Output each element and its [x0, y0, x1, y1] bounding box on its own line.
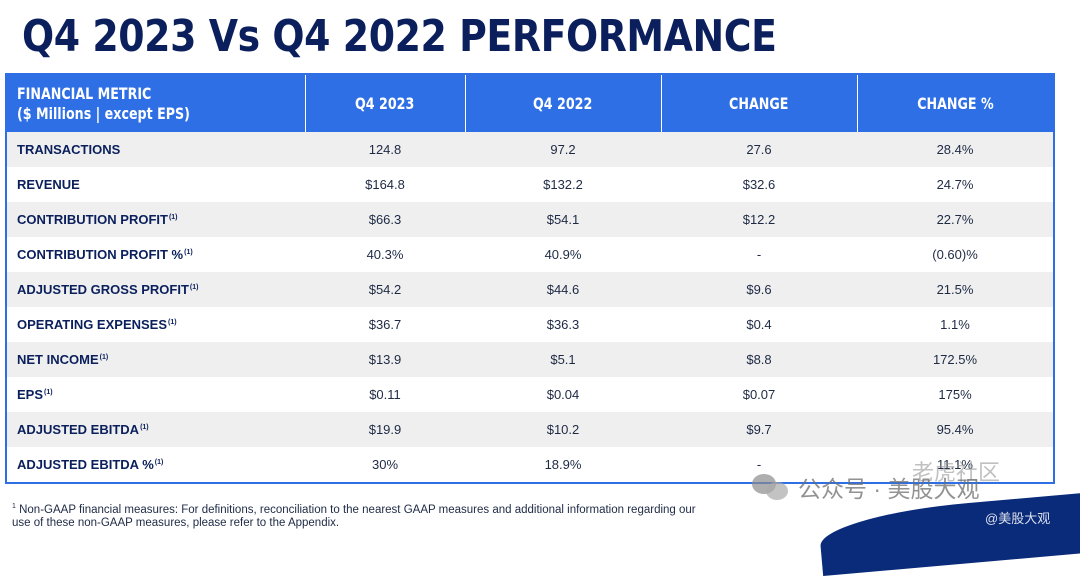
metric-cell: REVENUE — [7, 167, 305, 202]
value-cell-change-pct: (0.60)% — [857, 237, 1053, 272]
value-cell-q4-2023: $36.7 — [305, 307, 465, 342]
footnote-ref: (1) — [168, 213, 178, 221]
value-cell-q4-2023: $13.9 — [305, 342, 465, 377]
value-cell-change-pct: 22.7% — [857, 202, 1053, 237]
metric-label: CONTRIBUTION PROFIT % — [17, 247, 184, 262]
value-cell-q4-2023: $19.9 — [305, 412, 465, 447]
footnote-ref: (1) — [154, 458, 164, 466]
footnote-ref: (1) — [140, 423, 149, 431]
footnote-marker: 1 — [12, 503, 16, 510]
header-q4-2023: Q4 2023 — [305, 75, 466, 132]
value-cell-change-pct: 1.1% — [857, 307, 1053, 342]
value-cell-q4-2023: 124.8 — [305, 132, 465, 167]
watermark-main: 公众号 · 美股大观 — [798, 476, 980, 502]
header-metric-line1: FINANCIAL METRIC — [17, 83, 152, 103]
value-cell-q4-2022: 97.2 — [465, 132, 661, 167]
metric-label: OPERATING EXPENSES — [17, 317, 168, 332]
watermark-top: 老虎社区 — [912, 460, 1001, 485]
metric-cell: NET INCOME(1) — [7, 342, 305, 377]
metric-cell: TRANSACTIONS — [7, 132, 305, 167]
header-financial-metric: FINANCIAL METRIC ($ Millions | except EP… — [7, 75, 306, 132]
metric-label: REVENUE — [17, 177, 80, 192]
metric-cell: ADJUSTED EBITDA(1) — [7, 412, 305, 447]
value-cell-change: 27.6 — [661, 132, 857, 167]
metric-label: ADJUSTED GROSS PROFIT — [17, 282, 189, 297]
value-cell-q4-2022: $5.1 — [465, 342, 661, 377]
watermark: 公众号 · 美股大观 — [752, 470, 979, 504]
value-cell-change-pct: 24.7% — [857, 167, 1053, 202]
footnote-ref: (1) — [44, 388, 53, 396]
page-title: Q4 2023 Vs Q4 2022 PERFORMANCE — [22, 11, 777, 62]
metric-cell: CONTRIBUTION PROFIT %(1) — [7, 237, 305, 272]
value-cell-change: - — [661, 237, 857, 272]
table-row: NET INCOME(1) $13.9 $5.1 $8.8 172.5% — [7, 342, 1053, 377]
table-header: FINANCIAL METRIC ($ Millions | except EP… — [7, 75, 1053, 132]
value-cell-change-pct: 21.5% — [857, 272, 1053, 307]
value-cell-q4-2023: $164.8 — [305, 167, 465, 202]
table-row: REVENUE $164.8 $132.2 $32.6 24.7% — [7, 167, 1053, 202]
footnote-ref: (1) — [99, 353, 109, 361]
metric-label: CONTRIBUTION PROFIT — [17, 212, 168, 227]
metric-cell: ADJUSTED GROSS PROFIT(1) — [7, 272, 305, 307]
metric-cell: CONTRIBUTION PROFIT(1) — [7, 202, 305, 237]
header-change: CHANGE — [661, 75, 858, 132]
value-cell-change: $0.4 — [661, 307, 857, 342]
value-cell-change-pct: 95.4% — [857, 412, 1053, 447]
metric-label: ADJUSTED EBITDA — [17, 422, 140, 437]
header-metric-line2: ($ Millions | except EPS) — [17, 103, 190, 123]
value-cell-q4-2023: $54.2 — [305, 272, 465, 307]
value-cell-change-pct: 172.5% — [857, 342, 1053, 377]
table-row: CONTRIBUTION PROFIT %(1) 40.3% 40.9% - (0.60… — [7, 237, 1053, 272]
value-cell-q4-2022: $0.04 — [465, 377, 661, 412]
footnote-ref: (1) — [189, 283, 199, 291]
value-cell-q4-2022: $132.2 — [465, 167, 661, 202]
table-row: OPERATING EXPENSES(1) $36.7 $36.3 $0.4 1.1% — [7, 307, 1053, 342]
value-cell-change: $9.6 — [661, 272, 857, 307]
footnote-ref: (1) — [184, 248, 193, 256]
metric-label: TRANSACTIONS — [17, 142, 121, 157]
value-cell-change-pct: 11.1% — [857, 447, 1053, 482]
table-row: CONTRIBUTION PROFIT(1) $66.3 $54.1 $12.2 22.… — [7, 202, 1053, 237]
value-cell-change: $0.07 — [661, 377, 857, 412]
table-body: TRANSACTIONS 124.8 97.2 27.6 28.4% REVENUE $16… — [7, 132, 1053, 482]
metric-cell: ADJUSTED EBITDA %(1) — [7, 447, 305, 482]
performance-table: FINANCIAL METRIC ($ Millions | except EP… — [7, 75, 1053, 482]
footnote: 1 Non-GAAP financial measures: For defin… — [12, 500, 712, 530]
performance-table-container: FINANCIAL METRIC ($ Millions | except EP… — [5, 73, 1055, 484]
header-change-pct: CHANGE % — [857, 75, 1053, 132]
value-cell-change: $12.2 — [661, 202, 857, 237]
value-cell-q4-2022: $54.1 — [465, 202, 661, 237]
watermark-sub: @美股大观 — [985, 511, 1051, 526]
value-cell-change-pct: 28.4% — [857, 132, 1053, 167]
table-row: EPS(1) $0.11 $0.04 $0.07 175% — [7, 377, 1053, 412]
table-row: ADJUSTED GROSS PROFIT(1) $54.2 $44.6 $9.6 21… — [7, 272, 1053, 307]
metric-cell: OPERATING EXPENSES(1) — [7, 307, 305, 342]
wechat-icon — [752, 472, 790, 502]
header-q4-2022: Q4 2022 — [465, 75, 662, 132]
table-row: TRANSACTIONS 124.8 97.2 27.6 28.4% — [7, 132, 1053, 167]
value-cell-q4-2022: $10.2 — [465, 412, 661, 447]
value-cell-change: $9.7 — [661, 412, 857, 447]
footnote-text: Non-GAAP financial measures: For definit… — [12, 503, 696, 529]
value-cell-change: $8.8 — [661, 342, 857, 377]
value-cell-q4-2022: $44.6 — [465, 272, 661, 307]
value-cell-q4-2023: $66.3 — [305, 202, 465, 237]
value-cell-change-pct: 175% — [857, 377, 1053, 412]
value-cell-q4-2023: 40.3% — [305, 237, 465, 272]
value-cell-q4-2023: $0.11 — [305, 377, 465, 412]
footnote-ref: (1) — [168, 318, 177, 326]
value-cell-change: $32.6 — [661, 167, 857, 202]
value-cell-q4-2023: 30% — [305, 447, 465, 482]
metric-label: NET INCOME — [17, 352, 99, 367]
value-cell-q4-2022: 18.9% — [465, 447, 661, 482]
value-cell-q4-2022: 40.9% — [465, 237, 661, 272]
table-row: ADJUSTED EBITDA(1) $19.9 $10.2 $9.7 95.4% — [7, 412, 1053, 447]
metric-cell: EPS(1) — [7, 377, 305, 412]
table-row: ADJUSTED EBITDA %(1) 30% 18.9% -11.1% — [7, 447, 1053, 482]
metric-label: ADJUSTED EBITDA % — [17, 457, 154, 472]
metric-label: EPS — [17, 387, 44, 402]
value-cell-q4-2022: $36.3 — [465, 307, 661, 342]
